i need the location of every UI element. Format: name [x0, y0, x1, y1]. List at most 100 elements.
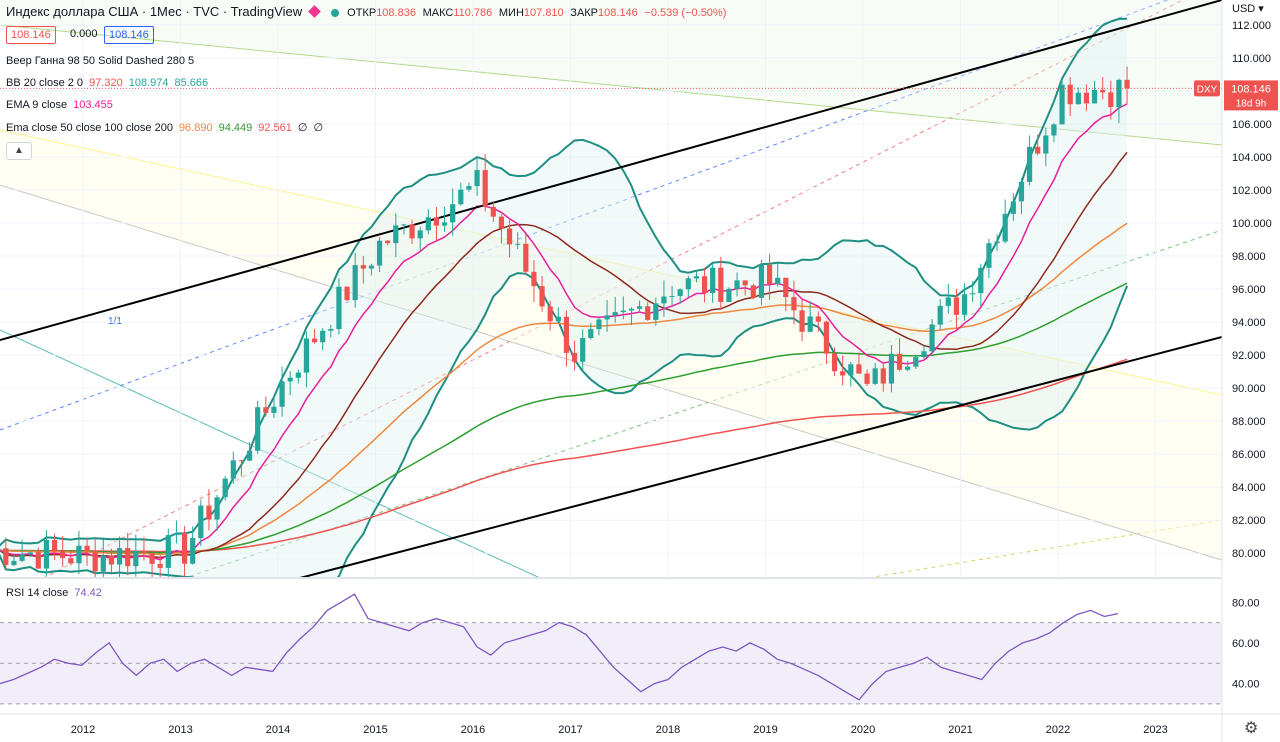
candle — [775, 277, 781, 284]
currency-label: USD — [1232, 3, 1256, 15]
indicator-bb[interactable]: BB 20 close 2 0 97.320 108.974 85.666 — [6, 77, 208, 89]
symbol-tag-bg — [1194, 80, 1220, 97]
fan-zone — [0, 0, 1222, 145]
candle — [255, 407, 261, 451]
bid-price-box[interactable]: 108.146 — [6, 26, 56, 44]
candle — [246, 450, 253, 461]
currency-selector[interactable]: USD ▾ — [1232, 3, 1264, 15]
candle — [872, 368, 878, 384]
fan-line — [0, 24, 1222, 146]
price-axis[interactable]: 112.000 110.000 106.000 104.000 102.000 100.0… — [1232, 20, 1272, 560]
candle — [401, 224, 407, 226]
candle — [880, 368, 886, 384]
time-axis[interactable]: 2012 2013 2014 2015 2016 2017 2018 2019 2020 2021… — [71, 724, 1168, 736]
price-tick-label: 112.000 — [1232, 20, 1271, 32]
time-tick-label: 2014 — [266, 724, 290, 736]
indicator-label: Веер Ганна 98 50 Solid Dashed 280 5 — [6, 55, 195, 67]
rsi-line — [0, 593, 1119, 701]
channel-upper-line — [0, 0, 1222, 341]
open-label: ОТКР — [347, 7, 377, 19]
candle — [718, 267, 724, 302]
candle — [588, 329, 594, 339]
candle — [726, 288, 732, 302]
indicator-ema-multi[interactable]: Ema close 50 close 100 close 200 96.890 94… — [6, 121, 323, 134]
bb-upper-line — [0, 17, 1128, 547]
chart-header: Индекс доллара США · 1Мес · TVC · Tradin… — [6, 4, 729, 19]
trend-channel[interactable] — [0, 0, 1222, 578]
candle — [352, 265, 358, 301]
candle — [1043, 135, 1049, 154]
candle — [271, 406, 277, 413]
candlestick-series — [0, 66, 1130, 578]
candle — [263, 407, 269, 413]
candle — [604, 315, 610, 320]
candle — [563, 316, 570, 353]
price-tick-label: 100.000 — [1232, 218, 1272, 230]
bb-fill — [0, 18, 1128, 578]
candle — [376, 240, 383, 266]
bb-upper-value: 108.974 — [128, 77, 169, 89]
ask-price-box[interactable]: 108.146 — [104, 26, 154, 44]
time-tick-label: 2020 — [851, 724, 875, 736]
candle — [994, 241, 1000, 244]
time-tick-label: 2016 — [461, 724, 485, 736]
candle — [905, 366, 911, 370]
flag-icon[interactable] — [308, 5, 322, 18]
time-tick-label: 2012 — [71, 724, 95, 736]
bb-basis-value: 97.320 — [89, 77, 123, 89]
rsi-pane — [0, 593, 1222, 705]
time-tick-label: 2021 — [948, 724, 972, 736]
candle — [515, 243, 521, 245]
candle — [921, 351, 927, 358]
price-tick-label: 96.000 — [1232, 284, 1266, 296]
candle — [433, 217, 440, 226]
candle — [287, 377, 293, 382]
candle — [848, 364, 854, 376]
candle — [190, 538, 196, 564]
indicator-rsi[interactable]: RSI 14 close 74.42 — [6, 587, 102, 599]
rsi-axis[interactable]: 80.00 60.00 40.00 — [1232, 597, 1260, 690]
price-tick-label: 102.000 — [1232, 185, 1272, 197]
price-tick-label: 92.000 — [1232, 350, 1266, 362]
candle — [320, 330, 326, 343]
open-value: 108.836 — [376, 7, 416, 19]
candle — [425, 217, 431, 231]
candle — [1075, 92, 1081, 105]
price-tick-label: 104.000 — [1232, 152, 1272, 164]
rsi-tick-label: 60.00 — [1232, 638, 1260, 650]
empty-value: ∅ — [313, 122, 324, 134]
candle — [1035, 146, 1041, 154]
price-tick-label: 82.000 — [1232, 515, 1266, 527]
gann-fan[interactable]: 1/1 — [0, 0, 1222, 720]
collapse-legend-button[interactable]: ▲ — [6, 142, 32, 160]
candle — [653, 303, 659, 320]
indicator-gann-fan[interactable]: Веер Ганна 98 50 Solid Dashed 280 5 — [6, 55, 194, 67]
candle — [742, 280, 748, 286]
candle — [498, 216, 505, 229]
candle — [311, 338, 318, 343]
candle — [945, 297, 951, 306]
price-tick-label: 106.000 — [1232, 119, 1272, 131]
symbol-title[interactable]: Индекс доллара США · 1Мес · TVC · Tradin… — [6, 4, 303, 19]
candle — [783, 277, 789, 298]
candle — [409, 224, 415, 239]
candle — [68, 558, 74, 564]
countdown-label: 18d 9h — [1236, 98, 1267, 109]
candle — [165, 535, 171, 568]
time-tick-label: 2018 — [656, 724, 680, 736]
settings-gear-icon[interactable]: ⚙ — [1244, 720, 1259, 737]
time-tick-label: 2019 — [753, 724, 777, 736]
empty-value: ∅ — [297, 122, 308, 134]
candle — [368, 265, 375, 269]
candle — [710, 267, 716, 294]
candle — [173, 533, 180, 536]
candle — [677, 289, 683, 297]
candle — [35, 552, 41, 569]
candle — [856, 364, 862, 374]
time-tick-label: 2015 — [363, 724, 387, 736]
indicator-ema9[interactable]: EMA 9 close 103.455 — [6, 99, 113, 111]
candle — [51, 540, 58, 552]
candle — [580, 338, 586, 362]
candle — [279, 381, 285, 407]
